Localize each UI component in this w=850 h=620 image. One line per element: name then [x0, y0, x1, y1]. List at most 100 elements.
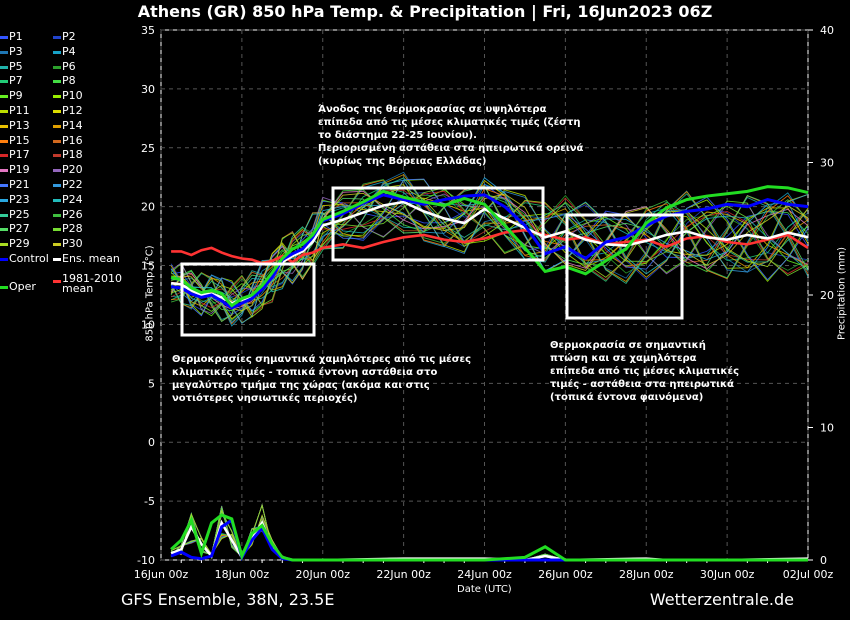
x-tick-label: 22Jun 00z	[376, 568, 431, 581]
legend-label: P12	[62, 104, 83, 117]
legend-swatch	[0, 258, 8, 261]
legend-label: P27	[9, 222, 30, 236]
annotation-line: Περιορισμένη αστάθεια στα ηπειρωτικά ορε…	[318, 143, 584, 154]
legend-label: P18	[62, 148, 83, 162]
legend-swatch	[0, 154, 8, 158]
member-line	[171, 177, 809, 324]
x-tick-label: 28Jun 00z	[619, 568, 674, 581]
legend-label: Ens. mean	[62, 252, 120, 265]
legend-swatch	[53, 213, 61, 217]
legend-swatch	[53, 139, 61, 143]
y-tick-label: 30	[141, 83, 155, 96]
legend-swatch	[0, 110, 8, 113]
annotation-line: επίπεδα από τις μέσες κλιματικές τιμές (…	[318, 117, 581, 128]
legend-label: 1981-2010 mean	[62, 272, 122, 296]
model-info: GFS Ensemble, 38N, 23.5E	[121, 590, 335, 609]
legend-swatch	[53, 228, 61, 232]
legend-swatch	[53, 110, 61, 113]
legend-label: P16	[62, 133, 83, 147]
annotation-drop: Θερμοκρασία σε σημαντική πτώση και σε χαμ…	[550, 339, 739, 404]
legend-label: P15	[9, 133, 30, 147]
legend-swatch	[0, 198, 8, 202]
y-tick-label: 35	[141, 24, 155, 37]
legend-swatch	[0, 139, 8, 143]
legend-swatch	[53, 36, 61, 39]
precip-series-line	[170, 513, 808, 562]
annotation-line: Θερμοκρασία σε σημαντική	[550, 340, 706, 351]
highlight-box-warm	[331, 186, 545, 262]
y2-tick-label: 40	[820, 24, 834, 37]
member-line	[170, 186, 809, 318]
legend-label: P14	[62, 118, 83, 132]
y-axis-title: 850 hPa Temp. (°C)	[144, 245, 156, 342]
x-tick-label: 16Jun 00z	[134, 568, 189, 581]
annotation-line: Άνοδος της θερμοκρασίας σε υψηλότερα	[318, 104, 547, 115]
series-line	[170, 185, 809, 308]
y-tick-label: 10	[141, 318, 155, 331]
legend-label: Oper	[9, 280, 36, 294]
legend-swatch	[0, 213, 8, 217]
legend-swatch	[53, 124, 61, 128]
annotation-line: κλιματικές τιμές - τοπικά έντονη αστάθει…	[172, 367, 438, 378]
legend-swatch	[53, 50, 61, 54]
legend-swatch	[0, 228, 8, 232]
legend-swatch	[0, 184, 8, 187]
legend-swatch	[0, 95, 8, 99]
legend-label: P22	[62, 178, 83, 191]
annotation-line: μεγαλύτερο τμήμα της χώρας (ακόμα και στ…	[172, 380, 430, 391]
y2-tick-label: 20	[820, 289, 834, 302]
legend-label: P19	[9, 163, 30, 177]
x-tick-label: 24Jun 00z	[457, 568, 512, 581]
legend-swatch	[53, 154, 61, 158]
legend-label: P17	[9, 148, 30, 162]
series-line	[171, 228, 809, 265]
legend-swatch	[53, 198, 61, 202]
annotation-line: επίπεδα από τις μέσες κλιματικές	[550, 366, 740, 377]
annotation-line: Θερμοκρασίες σημαντικά χαμηλότερες από τ…	[172, 354, 472, 365]
legend-swatch	[53, 95, 61, 99]
annotation-warming: Άνοδος της θερμοκρασίας σε υψηλότερα επίπ…	[318, 103, 583, 168]
member-line	[170, 201, 809, 305]
annotation-cold: Θερμοκρασίες σημαντικά χαμηλότερες από τ…	[172, 353, 471, 405]
legend-swatch	[0, 50, 8, 54]
annotation-line: πτώση και σε χαμηλότερα	[550, 353, 697, 364]
annotation-line: (τοπικά έντονα φαινόμενα)	[550, 392, 704, 403]
legend-label: P5	[9, 59, 23, 73]
legend-label: Control	[9, 252, 49, 265]
legend-swatch	[0, 286, 8, 290]
legend-swatch	[0, 124, 8, 128]
y2-tick-label: 30	[820, 157, 834, 170]
legend-swatch	[0, 36, 8, 39]
y2-axis-title: Precipitation (mm)	[836, 247, 848, 340]
legend-label: P13	[9, 118, 30, 132]
annotation-line: το διάστημα 22-25 Ιουνίου).	[318, 130, 477, 141]
member-line	[170, 189, 809, 317]
legend-swatch	[53, 169, 61, 173]
member-line	[170, 178, 809, 317]
legend-label: P11	[9, 104, 30, 117]
y-tick-label: 15	[141, 260, 155, 273]
x-tick-label: 02Jul 00z	[783, 568, 834, 581]
y-tick-label: -5	[144, 495, 155, 508]
member-line	[170, 179, 809, 316]
legend-swatch	[53, 184, 61, 187]
y-tick-label: 0	[148, 436, 155, 449]
legend-swatch	[0, 65, 8, 69]
legend-swatch	[53, 280, 61, 284]
x-axis-title: Date (UTC)	[457, 584, 512, 595]
legend-label: P29	[9, 237, 30, 251]
legend-label: P20	[62, 163, 83, 177]
y-tick-label: 20	[141, 201, 155, 214]
y-tick-label: 5	[148, 377, 155, 390]
legend: P1 P2 P3 P4 P5 P6 P7 P8 P9 P10 P11 P12 P13 P14 P15 P16 P…	[0, 30, 128, 320]
legend-label: P1	[9, 30, 23, 43]
chart-title: Athens (GR) 850 hPa Temp. & Precipitatio…	[137, 2, 713, 21]
legend-label: P28	[62, 222, 83, 236]
legend-label: P8	[62, 74, 76, 88]
legend-label: P2	[62, 30, 76, 43]
legend-label: P9	[9, 89, 23, 103]
x-tick-label: 20Jun 00z	[296, 568, 351, 581]
legend-swatch	[53, 258, 61, 261]
legend-label: P24	[62, 192, 83, 206]
